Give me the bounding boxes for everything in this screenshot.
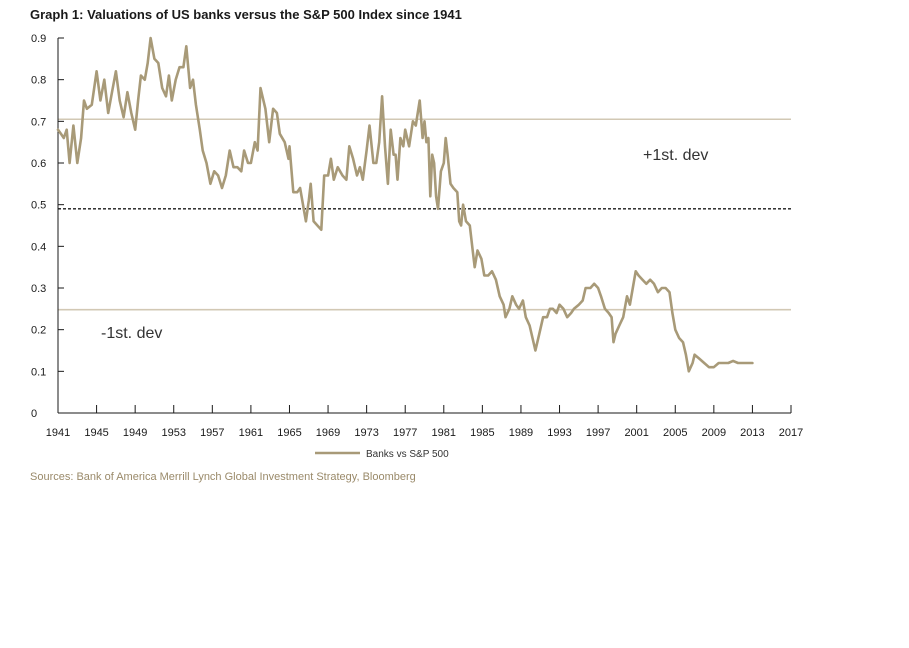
y-tick-label: 0.6: [31, 158, 46, 170]
x-tick-label: 1985: [470, 427, 494, 439]
x-tick-label: 2005: [663, 427, 687, 439]
x-tick-label: 1997: [586, 427, 610, 439]
x-tick-label: 1977: [393, 427, 417, 439]
x-tick-label: 1969: [316, 427, 340, 439]
y-tick-label: 0.5: [31, 200, 46, 212]
y-tick-label: 0.3: [31, 283, 46, 295]
x-tick-label: 1949: [123, 427, 147, 439]
annotation-minus-1st-dev: -1st. dev: [101, 325, 162, 342]
x-tick-label: 1945: [84, 427, 108, 439]
reference-lines: [58, 118, 791, 311]
legend-label: Banks vs S&P 500: [366, 449, 449, 460]
x-tick-label: 2009: [702, 427, 726, 439]
x-tick-label: 1981: [432, 427, 456, 439]
y-tick-label: 0: [31, 408, 37, 420]
x-tick-label: 1961: [239, 427, 263, 439]
x-tick-label: 2017: [779, 427, 803, 439]
chart-title: Graph 1: Valuations of US banks versus t…: [30, 7, 462, 22]
x-tick-label: 1953: [161, 427, 185, 439]
y-tick-label: 0.7: [31, 116, 46, 128]
y-tick-label: 0.4: [31, 241, 46, 253]
annotations: +1st. dev -1st. dev: [101, 147, 708, 342]
y-tick-label: 0.9: [31, 33, 46, 45]
series-group: [56, 36, 754, 373]
x-tick-label: 1973: [354, 427, 378, 439]
legend: Banks vs S&P 500: [315, 449, 449, 460]
y-tick-label: 0.2: [31, 325, 46, 337]
x-tick-label: 2001: [624, 427, 648, 439]
x-tick-label: 2013: [740, 427, 764, 439]
x-tick-label: 1941: [46, 427, 70, 439]
x-tick-label: 1993: [547, 427, 571, 439]
x-tick-label: 1965: [277, 427, 301, 439]
axes: 0 0.1 0.2 0.3 0.4 0.5 0.6 0.7 0.8 0.9 1941 1945 1949…: [31, 33, 803, 439]
x-tick-label: 1989: [509, 427, 533, 439]
series-line-0: [56, 36, 754, 373]
annotation-plus-1st-dev: +1st. dev: [643, 147, 708, 164]
source-note: Sources: Bank of America Merrill Lynch G…: [30, 471, 416, 483]
y-tick-label: 0.8: [31, 75, 46, 87]
y-tick-label: 0.1: [31, 366, 46, 378]
x-tick-label: 1957: [200, 427, 224, 439]
